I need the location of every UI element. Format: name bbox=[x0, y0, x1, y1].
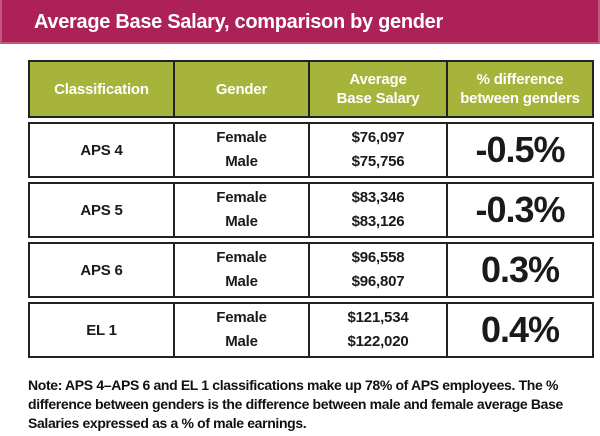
title-bar: Average Base Salary, comparison by gende… bbox=[0, 0, 600, 44]
classification-value: APS 6 bbox=[80, 261, 123, 279]
salary-table: Classification Gender Average Base Salar… bbox=[28, 60, 594, 358]
percent-difference-value: -0.5% bbox=[475, 129, 565, 170]
header-gender: Gender bbox=[173, 62, 308, 116]
page-title: Average Base Salary, comparison by gende… bbox=[34, 10, 443, 33]
table-row-aps4: APS 4 Female Male $76,097 $75,756 -0.5% bbox=[28, 122, 594, 178]
header-average-base-salary: Average Base Salary bbox=[308, 62, 446, 116]
classification-value: APS 5 bbox=[80, 201, 123, 219]
header-classification: Classification bbox=[54, 80, 149, 98]
percent-difference-value: 0.4% bbox=[480, 309, 560, 350]
table-row-aps6: APS 6 Female Male $96,558 $96,807 0.3% bbox=[28, 242, 594, 298]
salary-values: $96,558 $96,807 bbox=[308, 244, 446, 296]
table-row-el1: EL 1 Female Male $121,534 $122,020 0.4% bbox=[28, 302, 594, 358]
note-text: Note: APS 4–APS 6 and EL 1 classificatio… bbox=[28, 377, 563, 431]
gender-values: Female Male bbox=[173, 184, 308, 236]
salary-values: $76,097 $75,756 bbox=[308, 124, 446, 176]
header-percent-difference: % difference between genders bbox=[446, 62, 592, 116]
gender-values: Female Male bbox=[173, 124, 308, 176]
salary-values: $83,346 $83,126 bbox=[308, 184, 446, 236]
gender-values: Female Male bbox=[173, 304, 308, 356]
table-row-aps5: APS 5 Female Male $83,346 $83,126 -0.3% bbox=[28, 182, 594, 238]
classification-value: EL 1 bbox=[86, 321, 117, 339]
percent-difference-value: 0.3% bbox=[480, 249, 560, 290]
classification-value: APS 4 bbox=[80, 141, 123, 159]
salary-values: $121,534 $122,020 bbox=[308, 304, 446, 356]
table-header-row: Classification Gender Average Base Salar… bbox=[28, 60, 594, 118]
percent-difference-value: -0.3% bbox=[475, 189, 565, 230]
gender-values: Female Male bbox=[173, 244, 308, 296]
